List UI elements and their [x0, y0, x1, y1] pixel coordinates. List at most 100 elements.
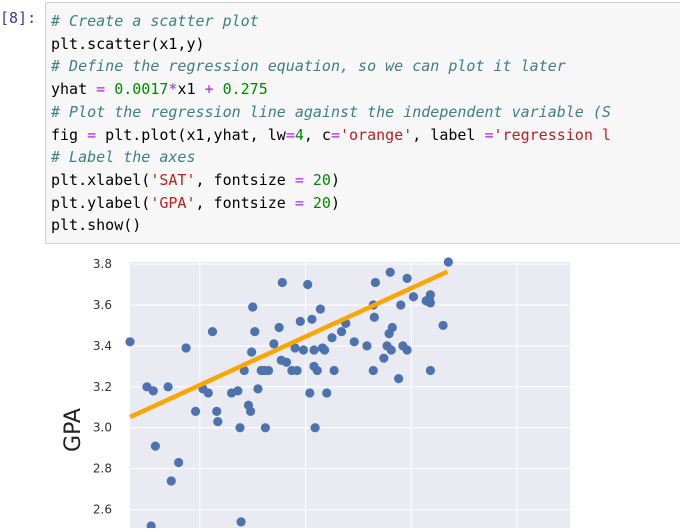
code-token: *: [168, 80, 178, 99]
code-token: ): [330, 193, 340, 212]
scatter-point: [329, 365, 339, 376]
code-token: 0.275: [222, 80, 268, 99]
y-tick-label: 2.6: [93, 503, 112, 517]
code-line[interactable]: plt.scatter(x1,y): [51, 33, 611, 56]
code-token: , label: [412, 125, 485, 144]
scatter-point: [305, 388, 315, 398]
code-token: plt.xlabel(: [51, 170, 151, 189]
code-token: fig: [51, 125, 88, 144]
plot-area: [130, 262, 570, 528]
code-token: plt.scatter(x1,y): [51, 34, 205, 53]
scatter-point: [253, 384, 263, 394]
code-line[interactable]: plt.ylabel('GPA', fontsize = 20): [51, 192, 611, 215]
scatter-point: [236, 517, 246, 527]
code-token: plt.show(): [51, 216, 142, 235]
code-token: +: [204, 80, 214, 99]
scatter-point: [233, 386, 243, 396]
scatter-point: [320, 345, 330, 355]
scatter-point: [181, 343, 191, 353]
code-line[interactable]: # Define the regression equation, so we …: [51, 55, 611, 78]
scatter-point: [235, 423, 245, 433]
code-line[interactable]: # Plot the regression line against the i…: [51, 101, 611, 124]
code-token: 20: [312, 193, 331, 212]
code-token: =: [330, 125, 340, 144]
scatter-point: [425, 365, 435, 376]
code-token: plt.ylabel(: [51, 193, 151, 212]
scatter-point: [281, 357, 292, 367]
code-token: # Create a scatter plot: [51, 12, 259, 30]
code-token: ): [330, 170, 340, 189]
scatter-point: [260, 423, 270, 433]
regression-line: [129, 269, 449, 420]
code-token: [214, 80, 223, 98]
scatter-point: [250, 326, 260, 337]
y-tick-label: 3.8: [93, 257, 112, 271]
scatter-point: [263, 365, 274, 376]
code-token: [304, 194, 313, 212]
scatter-point: [274, 322, 284, 333]
scatter-point: [385, 267, 395, 277]
scatter-point: [295, 316, 305, 326]
scatter-point: [190, 406, 201, 416]
code-token: 'regression l: [493, 125, 611, 144]
scatter-point: [425, 298, 435, 308]
code-cell[interactable]: # Create a scatter plot plt.scatter(x1,y)…: [45, 2, 680, 244]
scatter-point: [150, 441, 160, 451]
code-token: # Label the axes: [51, 148, 196, 167]
code-line[interactable]: yhat = 0.0017*x1 + 0.275: [51, 78, 611, 101]
scatter-point: [307, 314, 317, 324]
scatter-point: [290, 343, 300, 353]
code-token: =: [294, 193, 304, 212]
scatter-point: [148, 386, 158, 396]
scatter-point: [269, 339, 279, 349]
scatter-point: [174, 457, 184, 468]
code-token: =: [294, 170, 304, 189]
scatter-point: [425, 290, 435, 300]
y-tick-label: 3.6: [93, 298, 112, 312]
code-line[interactable]: plt.xlabel('SAT', fontsize = 20): [51, 169, 611, 192]
scatter-point: [327, 333, 337, 343]
code-line[interactable]: plt.show(): [51, 214, 611, 237]
scatter-point: [438, 320, 448, 331]
scatter-point: [369, 312, 379, 322]
code-token: 'GPA': [150, 193, 196, 212]
y-tick-label: 3.0: [93, 421, 112, 435]
code-line[interactable]: # Label the axes: [51, 146, 611, 169]
scatter-point: [207, 326, 218, 337]
scatter-point: [370, 277, 380, 288]
code-token: 'orange': [340, 125, 413, 144]
scatter-point: [379, 353, 389, 363]
scatter-point: [245, 406, 256, 416]
code-editor[interactable]: # Create a scatter plot plt.scatter(x1,y)…: [51, 10, 611, 237]
scatter-plot: 3.8 3.6 3.4 3.2 3.0 2.8 2.6 GPA: [61, 257, 570, 531]
code-token: 4: [294, 125, 304, 144]
code-token: x1: [177, 80, 205, 99]
scatter-point: [368, 365, 378, 376]
scatter-point: [322, 388, 332, 398]
scatter-point: [298, 345, 309, 355]
code-line[interactable]: # Create a scatter plot: [51, 10, 611, 33]
y-tick-label: 2.8: [93, 462, 112, 476]
scatter-point: [248, 302, 258, 312]
code-token: =: [96, 80, 106, 99]
code-token: 'SAT': [150, 170, 196, 189]
scatter-point: [402, 273, 412, 283]
code-token: =: [484, 125, 494, 144]
scatter-point: [402, 345, 412, 355]
scatter-point: [387, 322, 397, 333]
scatter-point: [312, 365, 322, 376]
code-token: # Define the regression equation, so we …: [51, 57, 566, 76]
scatter-point: [125, 337, 135, 347]
scatter-point: [203, 388, 213, 398]
code-token: =: [285, 125, 295, 144]
y-tick-label: 3.4: [93, 339, 112, 353]
scatter-point: [408, 292, 419, 302]
scatter-point: [443, 257, 453, 267]
scatter-point: [303, 279, 313, 290]
scatter-point: [163, 382, 173, 392]
scatter-point: [212, 406, 222, 416]
code-line[interactable]: fig = plt.plot(x1,yhat, lw=4, c='orange'…: [51, 124, 611, 147]
y-axis-label: GPA: [61, 408, 86, 452]
code-token: yhat: [51, 80, 97, 99]
scatter-point: [166, 476, 176, 486]
